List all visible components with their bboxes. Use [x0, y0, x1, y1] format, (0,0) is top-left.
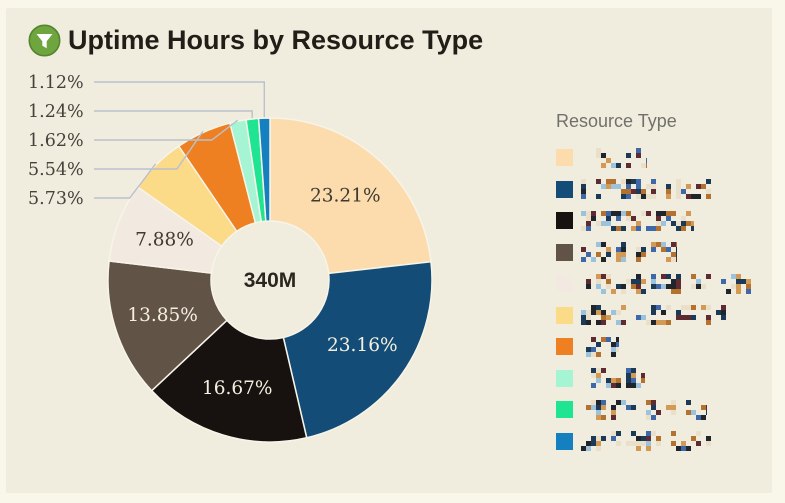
chart-header: Uptime Hours by Resource Type: [28, 24, 483, 57]
slice-percent-label: 16.67%: [202, 378, 273, 399]
legend-item[interactable]: [556, 273, 766, 294]
slice-percent-callout-label: 1.12%: [28, 73, 84, 93]
chart-legend: Resource Type: [556, 111, 766, 464]
slice-percent-label: 23.21%: [310, 186, 381, 207]
legend-item[interactable]: [556, 336, 766, 357]
pie-slice-3[interactable]: [107, 260, 228, 392]
legend-item[interactable]: [556, 305, 766, 325]
legend-item[interactable]: [556, 431, 766, 451]
legend-label-redacted: [581, 431, 711, 451]
legend-item[interactable]: [556, 179, 766, 199]
legend-item[interactable]: [556, 210, 766, 231]
legend-swatch: [556, 212, 573, 229]
legend-label-redacted: [591, 368, 645, 388]
pie-slice-9[interactable]: [257, 117, 271, 222]
legend-item[interactable]: [556, 147, 766, 168]
legend-label-redacted: [581, 242, 677, 262]
legend-swatch: [556, 306, 573, 324]
legend-items: [556, 147, 766, 451]
donut-center-total: 340M: [244, 269, 297, 292]
legend-title: Resource Type: [556, 111, 677, 131]
pie-slice-0[interactable]: [269, 117, 432, 275]
legend-label-redacted: [596, 147, 647, 168]
callout-leader-line: [94, 119, 239, 141]
legend-swatch: [556, 338, 573, 355]
donut-chart: 23.21% 23.16% 16.67% 13.85% 7.88% 1.12% 1.24% 1…: [28, 73, 433, 443]
legend-label-redacted: [581, 179, 711, 199]
legend-label-redacted: [586, 273, 751, 294]
pie-slice-1[interactable]: [282, 260, 433, 439]
legend-item[interactable]: [556, 368, 766, 388]
slice-percent-label: 7.88%: [135, 230, 194, 251]
legend-swatch: [556, 180, 573, 198]
callout-leader-line: [94, 81, 265, 118]
legend-item[interactable]: [556, 242, 766, 262]
legend-label-redacted: [581, 305, 726, 325]
filter-funnel-icon[interactable]: [28, 24, 61, 57]
callout-leader-line: [94, 163, 157, 199]
slice-percent-callout-label: 5.54%: [28, 160, 84, 180]
slice-percent-callout-label: 1.62%: [28, 131, 84, 151]
legend-swatch: [556, 401, 573, 418]
chart-title: Uptime Hours by Resource Type: [68, 25, 484, 55]
legend-swatch: [556, 149, 573, 166]
legend-swatch: [556, 275, 573, 292]
legend-swatch: [556, 243, 573, 261]
pie-slice-2[interactable]: [150, 319, 308, 443]
legend-swatch: [556, 369, 573, 387]
chart-tile: Uptime Hours by Resource Type 23.21% 23.1…: [6, 8, 772, 493]
slice-percent-callout-label: 5.73%: [28, 189, 84, 209]
slice-percent-label: 13.85%: [127, 305, 198, 326]
legend-item[interactable]: [556, 399, 766, 420]
legend-label-redacted: [581, 210, 694, 231]
callout-leader-line: [94, 131, 204, 170]
legend-label-redacted: [586, 336, 619, 357]
legend-swatch: [556, 432, 573, 450]
slice-percent-callout-label: 1.24%: [28, 102, 84, 122]
legend-label-redacted: [586, 399, 707, 420]
slice-percent-label: 23.16%: [327, 335, 398, 356]
callout-leader-line: [94, 110, 253, 118]
